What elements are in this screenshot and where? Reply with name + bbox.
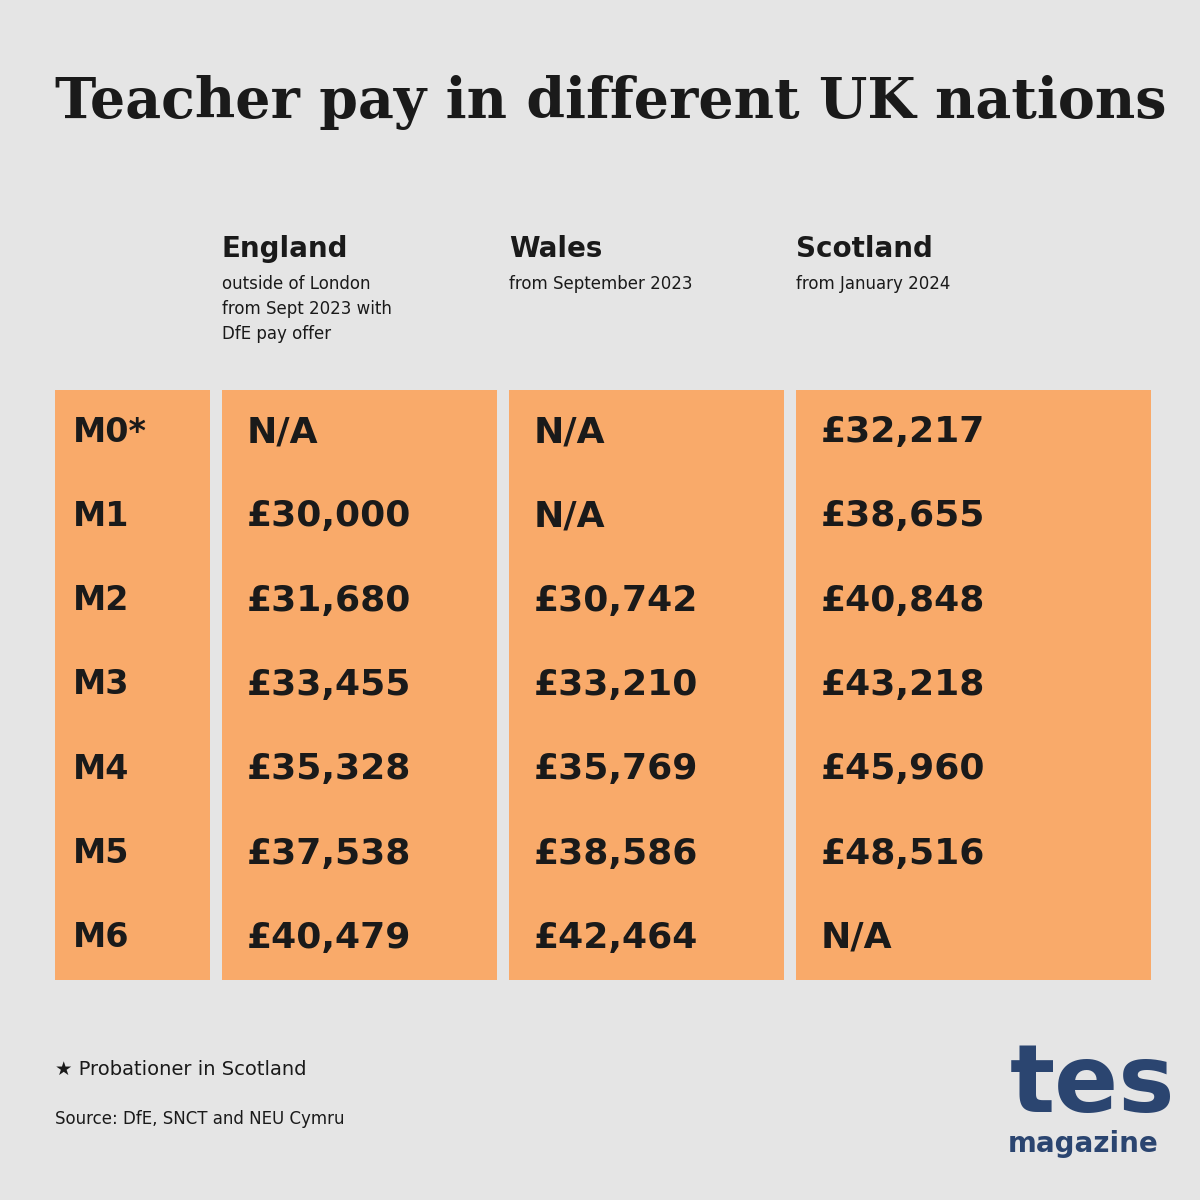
Text: £43,218: £43,218 xyxy=(821,668,985,702)
Text: M6: M6 xyxy=(73,922,130,954)
Text: £37,538: £37,538 xyxy=(247,836,412,870)
Text: £48,516: £48,516 xyxy=(821,836,985,870)
Text: M5: M5 xyxy=(73,838,130,870)
Text: magazine: magazine xyxy=(1008,1130,1159,1158)
Text: ★ Probationer in Scotland: ★ Probationer in Scotland xyxy=(55,1060,306,1079)
Text: £42,464: £42,464 xyxy=(534,920,698,955)
Text: tes: tes xyxy=(1010,1040,1176,1132)
Bar xyxy=(796,390,1151,980)
Text: £30,000: £30,000 xyxy=(247,499,412,534)
Text: from September 2023: from September 2023 xyxy=(509,275,692,293)
Bar xyxy=(55,390,210,980)
Text: M3: M3 xyxy=(73,668,130,702)
Text: Wales: Wales xyxy=(509,235,602,263)
Text: £35,328: £35,328 xyxy=(247,752,412,786)
Text: £32,217: £32,217 xyxy=(821,415,985,449)
Text: outside of London
from Sept 2023 with
DfE pay offer: outside of London from Sept 2023 with Df… xyxy=(222,275,392,343)
Text: £30,742: £30,742 xyxy=(534,583,698,618)
Text: Teacher pay in different UK nations: Teacher pay in different UK nations xyxy=(55,74,1166,130)
Text: from January 2024: from January 2024 xyxy=(796,275,950,293)
Text: £38,655: £38,655 xyxy=(821,499,985,534)
Text: Source: DfE, SNCT and NEU Cymru: Source: DfE, SNCT and NEU Cymru xyxy=(55,1110,344,1128)
Text: England: England xyxy=(222,235,348,263)
Text: £33,210: £33,210 xyxy=(534,668,698,702)
Text: £31,680: £31,680 xyxy=(247,583,412,618)
Text: N/A: N/A xyxy=(247,415,319,449)
Text: Scotland: Scotland xyxy=(796,235,932,263)
Text: M0*: M0* xyxy=(73,415,148,449)
Text: £35,769: £35,769 xyxy=(534,752,698,786)
Text: £45,960: £45,960 xyxy=(821,752,985,786)
Bar xyxy=(222,390,497,980)
Text: £33,455: £33,455 xyxy=(247,668,412,702)
Text: N/A: N/A xyxy=(821,920,893,955)
Text: £40,479: £40,479 xyxy=(247,920,412,955)
Text: M4: M4 xyxy=(73,752,130,786)
Text: M1: M1 xyxy=(73,500,130,533)
Text: M2: M2 xyxy=(73,584,130,617)
Text: N/A: N/A xyxy=(534,499,606,534)
Bar xyxy=(509,390,784,980)
Text: £38,586: £38,586 xyxy=(534,836,698,870)
Text: £40,848: £40,848 xyxy=(821,583,985,618)
Text: N/A: N/A xyxy=(534,415,606,449)
